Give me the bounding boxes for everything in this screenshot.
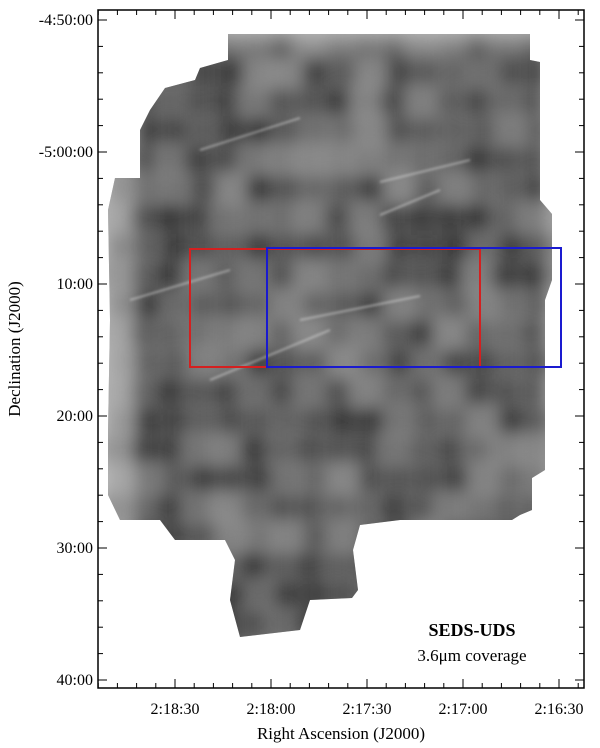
plot-frame [97,9,585,689]
y-tick-label: 30:00 [57,540,93,557]
x-axis-title: Right Ascension (J2000) [257,724,425,743]
y-tick-label: -4:50:00 [39,12,93,29]
annotation-subtitle: 3.6μm coverage [417,646,526,665]
y-tick-label: 10:00 [57,276,93,293]
x-tick-label: 2:17:00 [439,701,488,718]
annotation-title: SEDS-UDS [428,620,515,640]
x-tick-label: 2:18:30 [151,701,200,718]
x-tick-label: 2:16:30 [535,701,584,718]
x-tick-label: 2:17:30 [343,701,392,718]
y-axis-title: Declination (J2000) [5,281,24,417]
blue-region-rectangle [266,247,562,368]
y-tick-label: 20:00 [57,408,93,425]
x-tick-label: 2:18:00 [247,701,296,718]
y-tick-label: -5:00:00 [39,144,93,161]
axis-ticks [97,10,584,688]
y-tick-labels: -4:50:00 -5:00:00 10:00 20:00 30:00 40:0… [39,12,93,689]
y-tick-label: 40:00 [57,672,93,689]
x-tick-labels: 2:18:30 2:18:00 2:17:30 2:17:00 2:16:30 [151,701,584,718]
